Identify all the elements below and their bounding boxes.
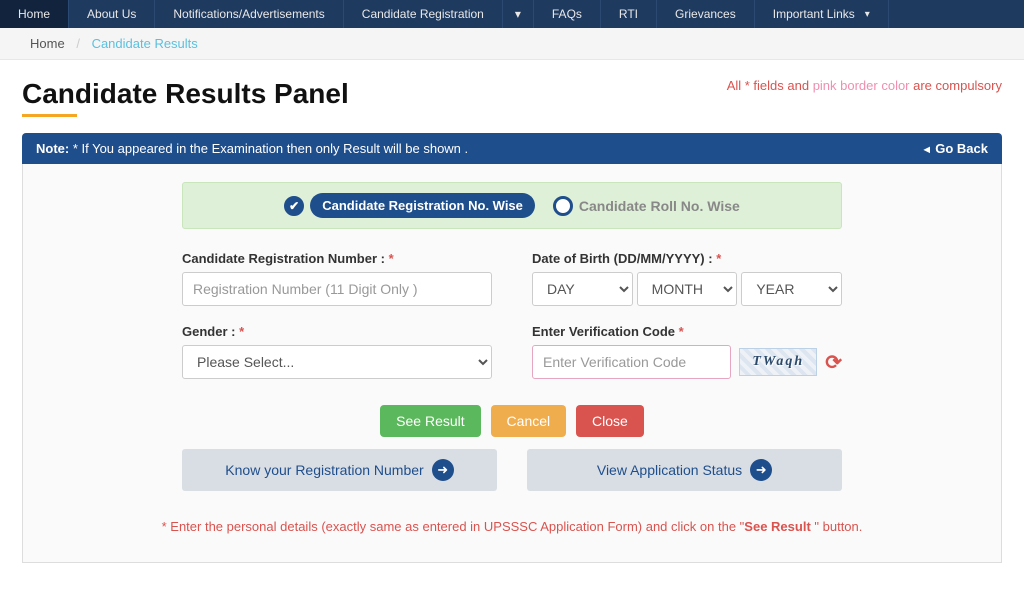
- nav-item[interactable]: Home: [0, 0, 69, 28]
- nav-item[interactable]: Important Links ▾: [755, 0, 889, 28]
- required-fields-note: All * fields and pink border color are c…: [727, 78, 1002, 93]
- captcha-label: Enter Verification Code *: [532, 324, 842, 339]
- know-reg-label: Know your Registration Number: [225, 462, 423, 478]
- reg-number-input[interactable]: [182, 272, 492, 306]
- nav-item[interactable]: About Us: [69, 0, 155, 28]
- nav-item[interactable]: RTI: [601, 0, 657, 28]
- breadcrumb-current: Candidate Results: [92, 36, 198, 51]
- view-status-button[interactable]: View Application Status ➜: [527, 449, 842, 491]
- refresh-captcha-icon[interactable]: ⟳: [825, 350, 842, 375]
- dob-month-select[interactable]: MONTH: [637, 272, 738, 306]
- breadcrumb-separator: /: [76, 36, 80, 51]
- form-panel: Candidate Registration No. Wise Candidat…: [22, 164, 1002, 563]
- main-navbar: HomeAbout UsNotifications/Advertisements…: [0, 0, 1024, 28]
- breadcrumb-home[interactable]: Home: [30, 36, 65, 51]
- search-mode-toggle: Candidate Registration No. Wise Candidat…: [182, 182, 842, 229]
- note-bar: Note: * If You appeared in the Examinati…: [22, 133, 1002, 164]
- nav-item[interactable]: Grievances: [657, 0, 755, 28]
- nav-item[interactable]: Notifications/Advertisements: [155, 0, 343, 28]
- gender-label: Gender : *: [182, 324, 492, 339]
- nav-dropdown-caret[interactable]: ▾: [503, 0, 534, 28]
- radio-reg-no-icon[interactable]: [284, 196, 304, 216]
- nav-item[interactable]: Candidate Registration: [344, 0, 503, 28]
- page-title: Candidate Results Panel: [22, 78, 349, 110]
- radio-roll-no-icon[interactable]: [553, 196, 573, 216]
- captcha-image: TWaqh: [739, 348, 817, 376]
- know-reg-number-button[interactable]: Know your Registration Number ➜: [182, 449, 497, 491]
- dob-day-select[interactable]: DAY: [532, 272, 633, 306]
- radio-reg-no-label[interactable]: Candidate Registration No. Wise: [310, 193, 535, 218]
- dob-year-select[interactable]: YEAR: [741, 272, 842, 306]
- radio-roll-no-label[interactable]: Candidate Roll No. Wise: [579, 198, 740, 214]
- arrow-right-icon: ➜: [432, 459, 454, 481]
- footer-instruction: * Enter the personal details (exactly sa…: [45, 519, 979, 534]
- title-underline: [22, 114, 77, 117]
- dob-label: Date of Birth (DD/MM/YYYY) : *: [532, 251, 842, 266]
- go-back-button[interactable]: Go Back: [921, 141, 988, 156]
- breadcrumb: Home / Candidate Results: [0, 28, 1024, 60]
- cancel-button[interactable]: Cancel: [491, 405, 567, 437]
- see-result-button[interactable]: See Result: [380, 405, 480, 437]
- nav-item[interactable]: FAQs: [534, 0, 601, 28]
- chevron-down-icon: ▾: [515, 7, 521, 21]
- close-button[interactable]: Close: [576, 405, 644, 437]
- view-status-label: View Application Status: [597, 462, 742, 478]
- arrow-right-icon: ➜: [750, 459, 772, 481]
- chevron-down-icon: ▾: [865, 9, 870, 20]
- gender-select[interactable]: Please Select...: [182, 345, 492, 379]
- captcha-input[interactable]: [532, 345, 731, 379]
- reg-number-label: Candidate Registration Number : *: [182, 251, 492, 266]
